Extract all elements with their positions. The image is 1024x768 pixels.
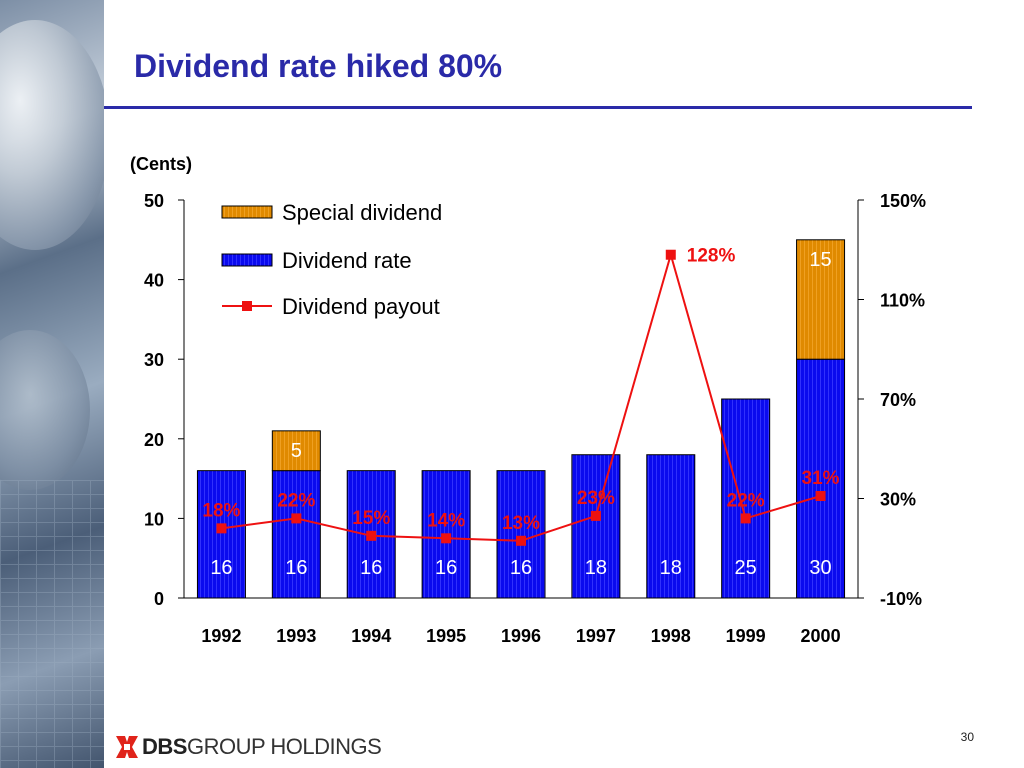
logo-text-bold: DBS [142, 734, 187, 759]
side-photo-strip [0, 0, 104, 768]
marker-dividend-payout [740, 513, 751, 524]
data-label-dividend-rate: 16 [210, 557, 232, 579]
data-label-dividend-rate: 25 [735, 557, 757, 579]
slide-title: Dividend rate hiked 80% [134, 48, 503, 84]
y-right-tick-label: 30% [880, 490, 916, 510]
x-tick-label: 1999 [726, 626, 766, 646]
dbs-logo: DBSGROUP HOLDINGS [114, 733, 382, 761]
coin-image-secondary [0, 330, 90, 490]
data-label-dividend-rate: 16 [285, 557, 307, 579]
y-left-tick-label: 0 [154, 589, 164, 609]
data-label-dividend-payout: 22% [277, 490, 315, 511]
marker-dividend-payout [590, 510, 601, 521]
marker-dividend-payout [516, 535, 526, 546]
logo-text-rest: GROUP HOLDINGS [186, 734, 382, 759]
bar-dividend-rate [721, 398, 771, 599]
data-label-dividend-payout: 14% [427, 510, 465, 531]
x-tick-label: 1992 [201, 626, 241, 646]
data-label-special-dividend: 5 [291, 440, 302, 462]
page-number: 30 [960, 730, 974, 744]
data-label-dividend-rate: 16 [360, 557, 382, 579]
marker-dividend-payout [366, 530, 377, 541]
marker-dividend-payout [815, 491, 826, 502]
y-axis-unit-label: (Cents) [130, 154, 192, 174]
data-label-dividend-rate: 18 [660, 557, 682, 579]
bar-special-dividend [271, 430, 321, 472]
legend-label-dividend-payout: Dividend payout [282, 294, 440, 319]
x-tick-label: 1994 [351, 626, 391, 646]
y-left-tick-label: 50 [144, 191, 164, 211]
bar-dividend-rate [496, 470, 546, 599]
y-left-tick-label: 10 [144, 509, 164, 529]
coin-image [0, 20, 104, 250]
legend-label-dividend-rate: Dividend rate [282, 248, 412, 273]
title-underline [104, 106, 972, 109]
data-label-dividend-payout: 23% [577, 488, 615, 509]
data-label-dividend-payout: 15% [352, 508, 390, 529]
data-label-dividend-payout: 31% [802, 468, 840, 489]
y-right-tick-label: -10% [880, 589, 922, 609]
y-right-tick-label: 70% [880, 390, 916, 410]
legend-swatch-dividend-rate [221, 253, 273, 267]
x-tick-label: 1997 [576, 626, 616, 646]
x-tick-label: 1995 [426, 626, 466, 646]
dividend-chart: (Cents) 0 10 20 30 40 50 -10% 30% 70% 110% 150% 1992… [130, 154, 926, 646]
y-right-tick-label: 110% [880, 291, 925, 311]
data-label-dividend-payout: 18% [202, 500, 240, 521]
data-label-dividend-rate: 30 [809, 557, 831, 579]
y-right-tick-label: 150% [880, 191, 926, 211]
bar-dividend-rate [196, 470, 246, 599]
bar-dividend-rate [646, 454, 696, 599]
data-label-dividend-payout: 22% [727, 490, 765, 511]
data-label-special-dividend: 15 [809, 249, 831, 271]
y-left-tick-label: 30 [144, 350, 164, 370]
bar-special-dividend [796, 239, 846, 360]
y-left-tick-label: 40 [144, 271, 164, 291]
data-label-dividend-rate: 16 [510, 557, 532, 579]
data-label-dividend-rate: 18 [585, 557, 607, 579]
legend-label-special-dividend: Special dividend [282, 200, 442, 225]
legend-marker-dividend-payout [242, 301, 252, 311]
legend-swatch-special-dividend [221, 205, 273, 219]
data-label-dividend-payout: 128% [687, 246, 736, 267]
bar-dividend-rate [796, 358, 846, 599]
x-tick-label: 1993 [276, 626, 316, 646]
marker-dividend-payout [216, 523, 227, 534]
marker-dividend-payout [665, 249, 676, 260]
x-tick-label: 1998 [651, 626, 691, 646]
marker-dividend-payout [291, 513, 302, 524]
data-label-dividend-payout: 13% [502, 513, 540, 534]
data-label-dividend-rate: 16 [435, 557, 457, 579]
marker-dividend-payout [441, 533, 452, 544]
x-tick-label: 2000 [801, 626, 841, 646]
bar-dividend-rate [271, 470, 321, 599]
y-left-tick-label: 20 [144, 430, 164, 450]
x-tick-label: 1996 [501, 626, 541, 646]
dbs-logo-icon [116, 736, 138, 758]
bar-dividend-rate [571, 454, 621, 599]
side-pattern [0, 480, 104, 768]
